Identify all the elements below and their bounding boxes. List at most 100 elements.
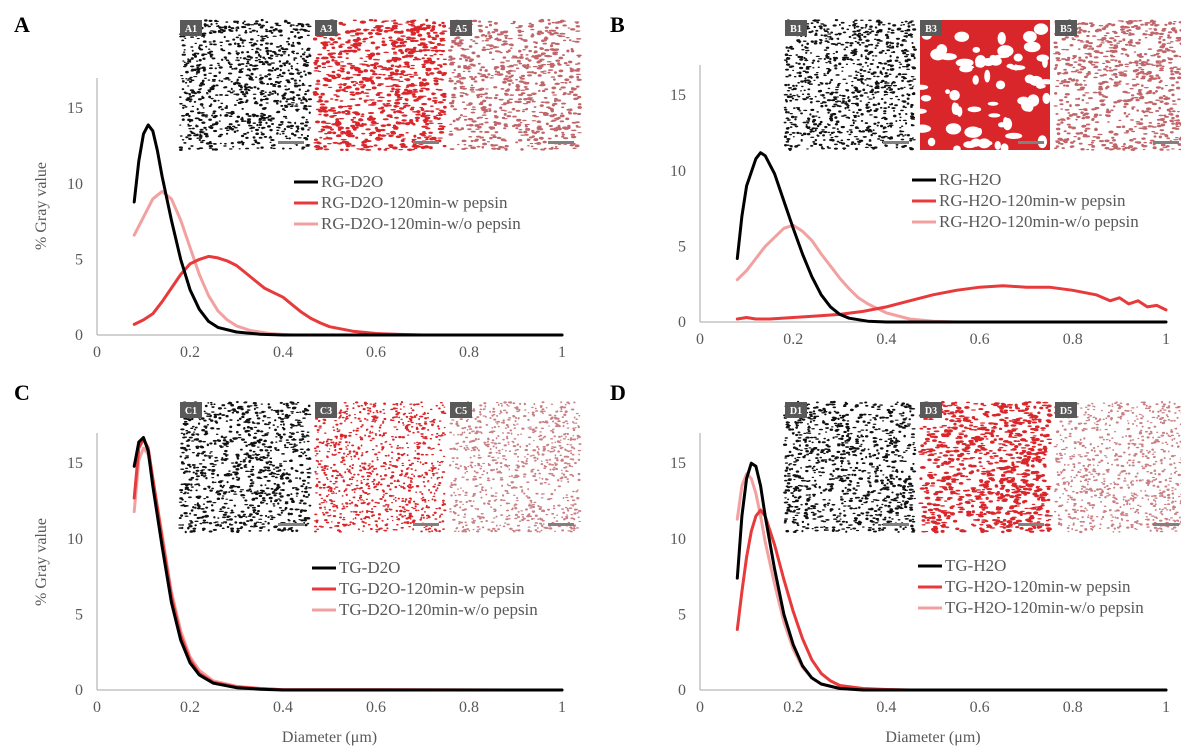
micrograph-particle	[337, 111, 341, 114]
micrograph-particle	[1088, 61, 1094, 64]
micrograph-particle	[500, 88, 504, 90]
micrograph-particle	[1128, 41, 1133, 43]
micrograph-particle	[1085, 102, 1089, 103]
micrograph-particle	[442, 93, 447, 96]
micrograph-particle	[217, 517, 219, 519]
micrograph-particle	[1114, 32, 1118, 34]
inset-micrograph-a3: A3	[313, 19, 448, 151]
micrograph-particle	[1073, 56, 1076, 58]
micrograph-particle	[188, 115, 191, 117]
micrograph-particle	[1073, 140, 1076, 142]
micrograph-particle	[493, 29, 498, 31]
inset-micrograph-b5: B5	[1053, 19, 1181, 151]
micrograph-pore	[1003, 118, 1012, 130]
micrograph-particle	[276, 102, 278, 105]
micrograph-particle	[260, 39, 264, 41]
micrograph-particle	[459, 92, 464, 93]
micrograph-particle	[1087, 53, 1092, 56]
micrograph-particle	[266, 83, 269, 85]
micrograph-particle	[528, 25, 531, 27]
micrograph-particle	[870, 134, 872, 136]
micrograph-particle	[1066, 101, 1070, 103]
micrograph-particle	[232, 478, 235, 480]
micrograph-particle	[275, 467, 279, 469]
micrograph-particle	[532, 55, 535, 57]
micrograph-particle	[270, 55, 274, 57]
micrograph-particle	[186, 62, 190, 64]
micrograph-particle	[812, 141, 815, 143]
micrograph-particle	[1113, 69, 1118, 71]
micrograph-particle	[1140, 71, 1145, 74]
micrograph-particle	[908, 59, 912, 61]
micrograph-particle	[1061, 49, 1066, 50]
micrograph-particle	[784, 109, 787, 111]
y-tick-label: 15	[67, 100, 83, 117]
micrograph-particle	[258, 121, 262, 123]
micrograph-particle	[484, 122, 488, 124]
micrograph-particle	[208, 91, 211, 93]
micrograph-particle	[893, 51, 896, 53]
micrograph-particle	[418, 77, 421, 79]
micrograph-particle	[182, 44, 184, 45]
micrograph-particle	[298, 97, 301, 99]
micrograph-particle	[1123, 99, 1127, 102]
micrograph-particle	[483, 112, 486, 114]
micrograph-particle	[1135, 99, 1139, 102]
micrograph-particle	[303, 441, 305, 442]
micrograph-particle	[210, 55, 213, 58]
micrograph-particle	[824, 58, 826, 60]
micrograph-particle	[1093, 62, 1099, 64]
micrograph-particle	[533, 41, 537, 43]
micrograph-particle	[353, 117, 356, 119]
micrograph-particle	[437, 43, 442, 46]
micrograph-particle	[784, 84, 787, 86]
micrograph-particle	[855, 148, 858, 150]
micrograph-particle	[841, 22, 845, 24]
micrograph-particle	[234, 521, 237, 523]
micrograph-particle	[575, 144, 580, 147]
micrograph-particle	[301, 116, 305, 118]
micrograph-particle	[279, 507, 282, 509]
micrograph-particle	[852, 119, 854, 121]
micrograph-particle	[363, 99, 369, 101]
micrograph-particle	[796, 72, 799, 74]
micrograph-particle	[1091, 47, 1094, 50]
micrograph-particle	[409, 76, 414, 78]
micrograph-particle	[330, 57, 335, 59]
micrograph-particle	[191, 57, 194, 60]
micrograph-particle	[433, 53, 436, 55]
micrograph-particle	[1075, 98, 1079, 99]
micrograph-pore	[998, 32, 1006, 45]
micrograph-particle	[1123, 33, 1128, 34]
micrograph-particle	[368, 104, 373, 106]
micrograph-particle	[228, 79, 231, 80]
micrograph-particle	[190, 46, 193, 48]
micrograph-particle	[845, 82, 847, 84]
micrograph-particle	[1088, 31, 1091, 33]
micrograph-particle	[551, 86, 556, 89]
micrograph-particle	[515, 79, 518, 81]
micrograph-particle	[518, 131, 523, 133]
micrograph-particle	[400, 41, 404, 44]
micrograph-particle	[240, 91, 244, 93]
micrograph-particle	[785, 111, 788, 114]
micrograph-particle	[206, 142, 210, 145]
micrograph-particle	[341, 65, 347, 67]
micrograph-particle	[193, 431, 195, 432]
micrograph-particle	[878, 62, 882, 64]
micrograph-particle	[572, 122, 577, 124]
x-tick-label: 0.2	[180, 344, 200, 361]
micrograph-particle	[213, 143, 216, 145]
micrograph-particle	[862, 88, 865, 91]
micrograph-particle	[232, 146, 234, 148]
micrograph-particle	[184, 62, 186, 63]
micrograph-particle	[1170, 70, 1173, 73]
micrograph-particle	[1126, 30, 1129, 32]
micrograph-particle	[1123, 143, 1126, 146]
micrograph-particle	[245, 91, 248, 93]
micrograph-particle	[909, 87, 913, 89]
micrograph-particle	[356, 42, 362, 44]
micrograph-particle	[477, 146, 481, 148]
micrograph-particle	[184, 92, 187, 94]
